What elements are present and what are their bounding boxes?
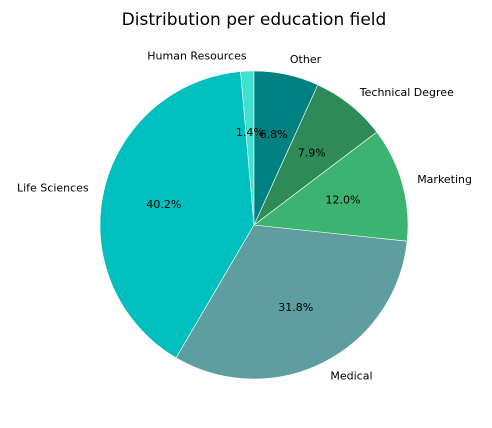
pie-slice-other (253, 70, 319, 226)
slice-label-marketing: Marketing (417, 173, 472, 186)
slice-label-human-resources: Human Resources (147, 49, 247, 62)
pie-slice-medical (175, 224, 408, 380)
pie-slice-life-sciences (99, 71, 255, 359)
slice-percent-medical: 31.8% (278, 301, 313, 314)
slice-percent-life-sciences: 40.2% (146, 198, 181, 211)
pie-slice-marketing (253, 131, 409, 242)
slice-label-medical: Medical (330, 370, 372, 383)
pie-slices (99, 70, 409, 380)
slice-percent-marketing: 12.0% (326, 194, 361, 207)
slice-label-other: Other (290, 53, 322, 66)
slice-percent-technical-degree: 7.9% (298, 146, 326, 159)
chart-title: Distribution per education field (122, 10, 387, 30)
slice-percent-human-resources: 1.4% (236, 126, 264, 139)
pie-labels: Human Resources 1.4% Life Sciences 40.2% Med… (17, 49, 472, 382)
slice-label-life-sciences: Life Sciences (17, 181, 89, 194)
slice-percent-other: 6.8% (260, 128, 288, 141)
slice-label-technical-degree: Technical Degree (359, 86, 454, 99)
